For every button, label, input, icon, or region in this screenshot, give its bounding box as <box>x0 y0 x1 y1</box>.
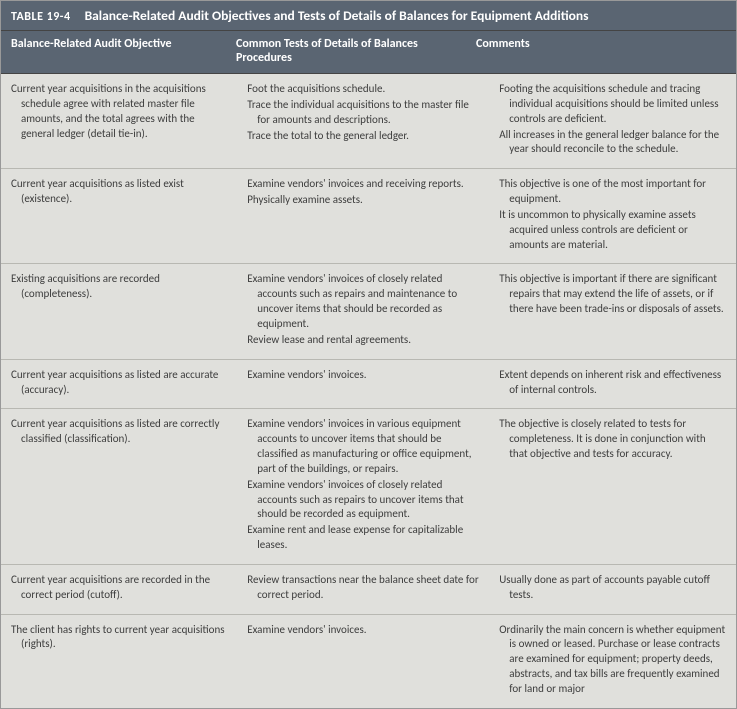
cell-tests-text: Examine rent and lease expense for capit… <box>247 523 479 553</box>
cell-objective-text: Current year acquisitions as listed are … <box>11 368 227 398</box>
table-row: Current year acquisitions are recorded i… <box>1 564 736 614</box>
cell-comments-text: It is uncommon to physically examine ass… <box>499 208 726 253</box>
cell-tests-text: Examine vendors' invoices in various equ… <box>247 417 479 476</box>
cell-tests-text: Trace the total to the general ledger. <box>247 129 479 144</box>
cell-tests: Examine vendors' invoices of closely rel… <box>237 264 489 359</box>
cell-tests-text: Review transactions near the balance she… <box>247 573 479 603</box>
cell-tests-text: Examine vendors' invoices of closely rel… <box>247 272 479 331</box>
table-row: Current year acquisitions as listed are … <box>1 359 736 409</box>
cell-comments: Extent depends on inherent risk and effe… <box>489 359 736 409</box>
cell-tests-text: Examine vendors' invoices. <box>247 623 479 638</box>
cell-objective: Current year acquisitions in the acquisi… <box>1 74 237 169</box>
cell-objective: Current year acquisitions are recorded i… <box>1 564 237 614</box>
cell-tests: Examine vendors' invoices. <box>237 359 489 409</box>
audit-table: Current year acquisitions in the acquisi… <box>1 74 736 708</box>
cell-objective: Existing acquisitions are recorded (comp… <box>1 264 237 359</box>
cell-comments: Usually done as part of accounts payable… <box>489 564 736 614</box>
cell-tests: Examine vendors' invoices and receiving … <box>237 169 489 264</box>
cell-tests-text: Examine vendors' invoices. <box>247 368 479 383</box>
cell-tests-text: Foot the acquisitions schedule. <box>247 82 479 97</box>
cell-objective: Current year acquisitions as listed are … <box>1 359 237 409</box>
cell-comments-text: Usually done as part of accounts payable… <box>499 573 726 603</box>
cell-comments-text: All increases in the general ledger bala… <box>499 128 726 158</box>
cell-tests-text: Trace the individual acquisitions to the… <box>247 98 479 128</box>
cell-comments-text: The objective is closely related to test… <box>499 417 726 462</box>
cell-comments: This objective is one of the most import… <box>489 169 736 264</box>
cell-objective-text: Current year acquisitions as listed are … <box>11 417 227 447</box>
cell-tests: Examine vendors' invoices. <box>237 614 489 708</box>
cell-tests: Foot the acquisitions schedule.Trace the… <box>237 74 489 169</box>
cell-objective-text: Current year acquisitions as listed exis… <box>11 177 227 207</box>
cell-comments: Ordinarily the main concern is whether e… <box>489 614 736 708</box>
cell-comments: Footing the acquisitions schedule and tr… <box>489 74 736 169</box>
column-header-objective: Balance-Related Audit Objective <box>11 37 236 65</box>
cell-objective-text: Current year acquisitions are recorded i… <box>11 573 227 603</box>
cell-tests-text: Examine vendors' invoices of closely rel… <box>247 478 479 523</box>
cell-objective-text: The client has rights to current year ac… <box>11 623 227 653</box>
table-row: The client has rights to current year ac… <box>1 614 736 708</box>
table-row: Current year acquisitions in the acquisi… <box>1 74 736 169</box>
table-row: Existing acquisitions are recorded (comp… <box>1 264 736 359</box>
cell-comments-text: Extent depends on inherent risk and effe… <box>499 368 726 398</box>
table-header-row: Balance-Related Audit Objective Common T… <box>1 31 736 74</box>
cell-tests-text: Review lease and rental agreements. <box>247 333 479 348</box>
cell-comments-text: This objective is one of the most import… <box>499 177 726 207</box>
cell-comments: This objective is important if there are… <box>489 264 736 359</box>
cell-comments-text: Ordinarily the main concern is whether e… <box>499 623 726 697</box>
table-title-bar: TABLE 19-4 Balance-Related Audit Objecti… <box>1 1 736 31</box>
cell-objective: Current year acquisitions as listed exis… <box>1 169 237 264</box>
column-header-comments: Comments <box>476 37 711 65</box>
cell-comments-text: Footing the acquisitions schedule and tr… <box>499 82 726 127</box>
cell-tests-text: Examine vendors' invoices and receiving … <box>247 177 479 192</box>
table-row: Current year acquisitions as listed are … <box>1 409 736 565</box>
cell-objective-text: Current year acquisitions in the acquisi… <box>11 82 227 141</box>
cell-comments-text: This objective is important if there are… <box>499 272 726 317</box>
cell-objective-text: Existing acquisitions are recorded (comp… <box>11 272 227 302</box>
cell-tests-text: Physically examine assets. <box>247 193 479 208</box>
cell-objective: The client has rights to current year ac… <box>1 614 237 708</box>
table-number: TABLE 19-4 <box>11 10 71 24</box>
column-header-tests: Common Tests of Details of Balances Proc… <box>236 37 476 65</box>
cell-tests: Examine vendors' invoices in various equ… <box>237 409 489 565</box>
table-row: Current year acquisitions as listed exis… <box>1 169 736 264</box>
cell-objective: Current year acquisitions as listed are … <box>1 409 237 565</box>
table-container: TABLE 19-4 Balance-Related Audit Objecti… <box>0 0 737 709</box>
cell-comments: The objective is closely related to test… <box>489 409 736 565</box>
cell-tests: Review transactions near the balance she… <box>237 564 489 614</box>
table-title: Balance-Related Audit Objectives and Tes… <box>85 7 589 24</box>
